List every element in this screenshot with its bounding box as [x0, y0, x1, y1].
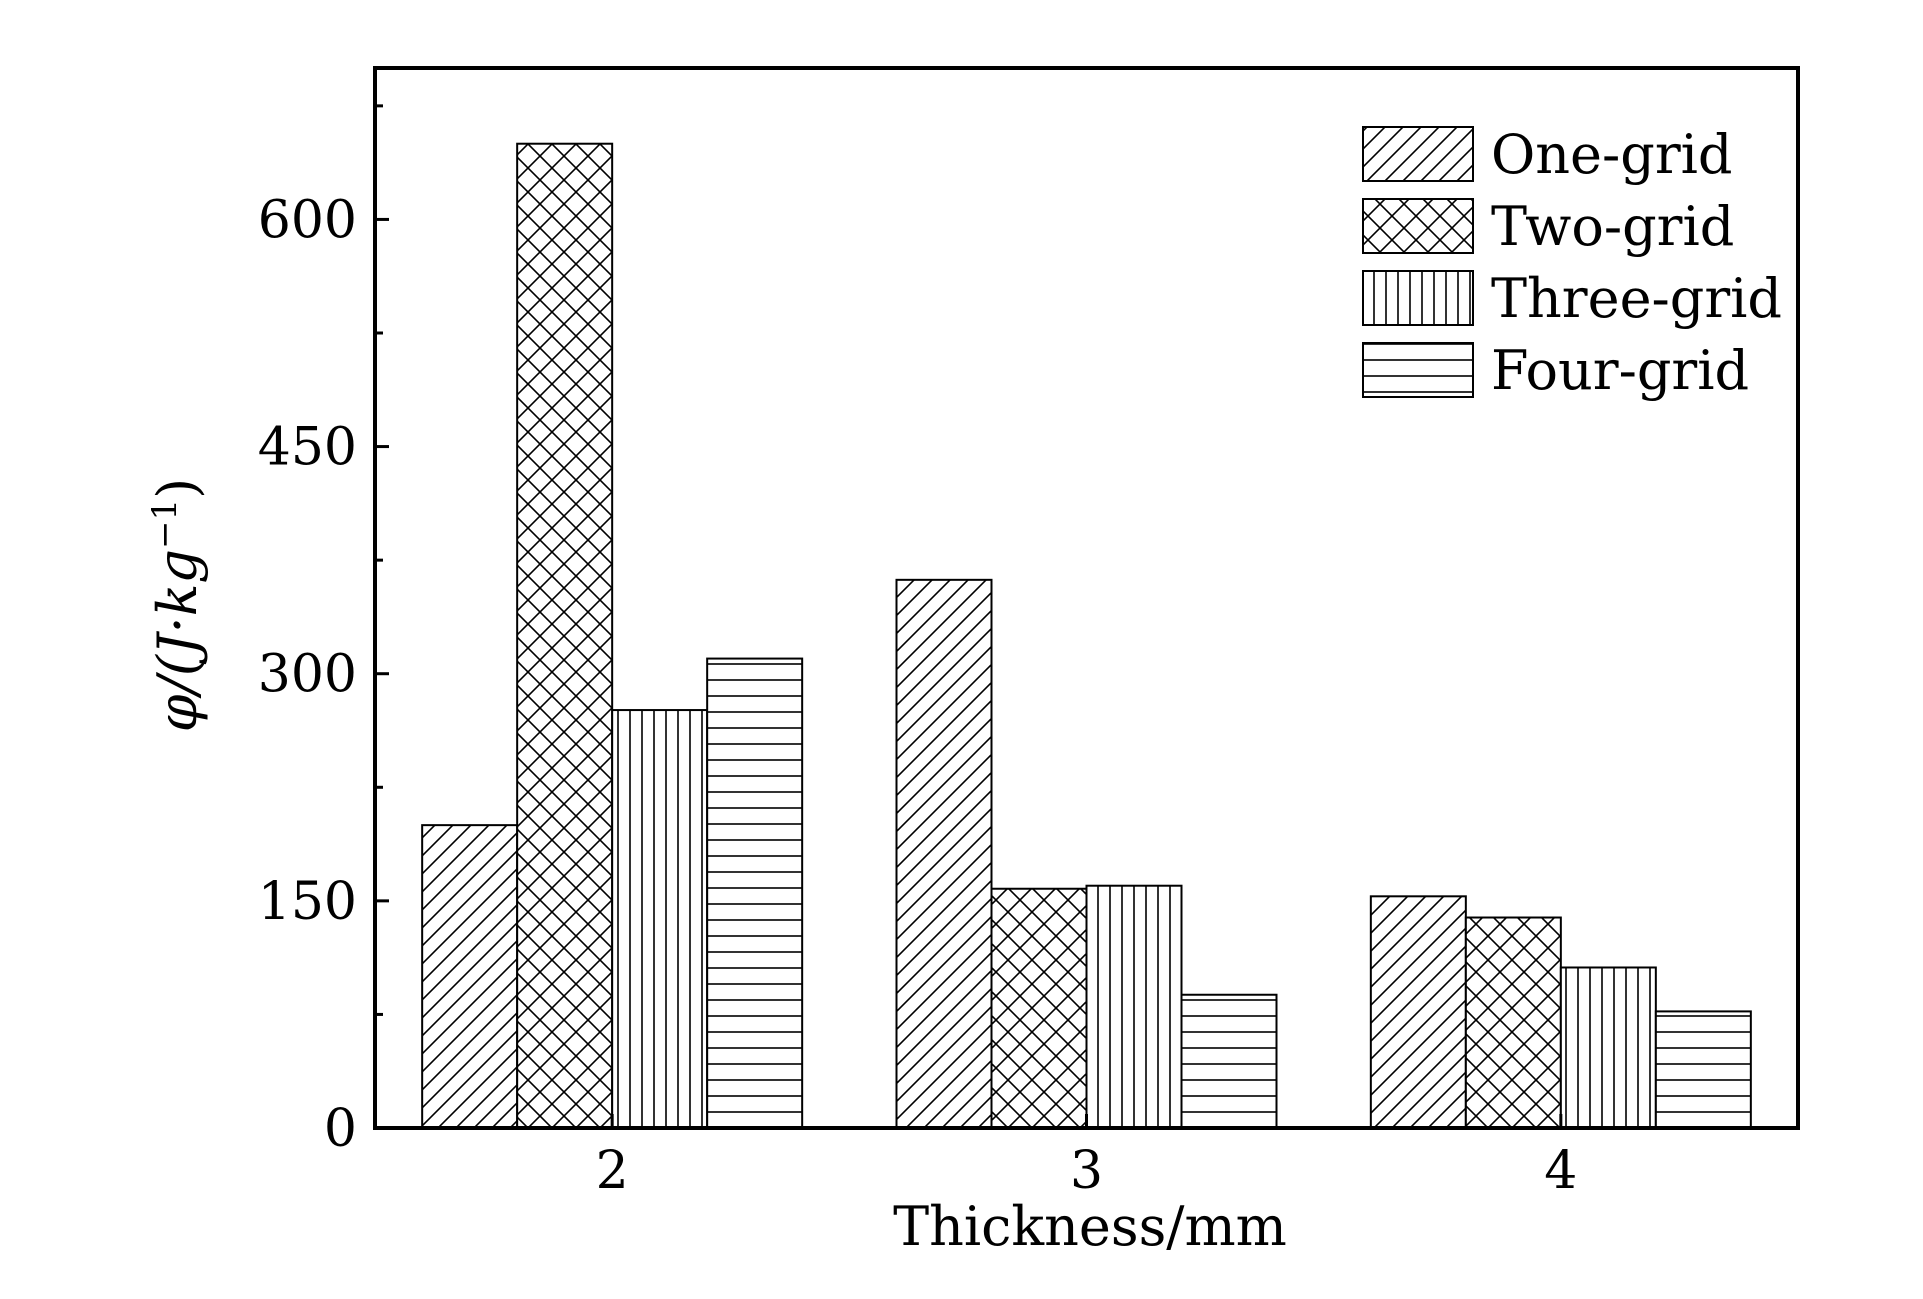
bar-three-grid-4	[1559, 966, 1657, 1129]
bar-three-grid-3	[1085, 884, 1183, 1130]
legend: One-grid Two-grid Three-grid Four-grid	[1362, 123, 1782, 402]
bars-group	[421, 142, 1752, 1130]
bar-four-grid-3	[1180, 993, 1278, 1129]
y-tick-label: 300	[258, 645, 357, 705]
bar-three-grid-2	[611, 709, 709, 1129]
bar-one-grid-3	[895, 578, 993, 1129]
legend-label-three-grid: Three-grid	[1491, 267, 1782, 330]
bar-two-grid-3	[990, 887, 1088, 1129]
bar-two-grid-2	[516, 142, 614, 1129]
legend-label-four-grid: Four-grid	[1491, 339, 1749, 402]
bar-one-grid-2	[421, 824, 519, 1130]
x-axis-title: Thickness/mm	[893, 1195, 1287, 1258]
legend-swatch-one-grid	[1362, 126, 1474, 182]
legend-swatch-three-grid	[1362, 270, 1474, 326]
y-tick-label: 0	[324, 1099, 357, 1159]
legend-label-one-grid: One-grid	[1491, 123, 1732, 186]
y-tick-label: 450	[258, 418, 357, 478]
legend-swatch-two-grid	[1362, 198, 1474, 254]
y-axis-title-sup: −1	[145, 499, 185, 549]
bar-one-grid-4	[1369, 895, 1467, 1129]
legend-label-two-grid: Two-grid	[1491, 195, 1734, 258]
x-tick-label: 3	[1070, 1141, 1103, 1201]
y-axis-title: φ/(J·kg−1)	[145, 478, 209, 732]
bar-four-grid-2	[706, 657, 804, 1129]
x-tick-label: 2	[596, 1141, 629, 1201]
bar-two-grid-4	[1464, 916, 1562, 1129]
ticks-group: 0 150 300 450 600 2 3 4	[258, 104, 1577, 1201]
y-axis-title-main: φ/(J·kg	[146, 549, 209, 732]
y-axis-title-close: )	[146, 478, 209, 499]
y-tick-label: 600	[258, 190, 357, 250]
bar-four-grid-4	[1654, 1010, 1752, 1130]
y-tick-label: 150	[258, 872, 357, 932]
legend-swatch-four-grid	[1362, 342, 1474, 398]
x-tick-label: 4	[1544, 1141, 1577, 1201]
